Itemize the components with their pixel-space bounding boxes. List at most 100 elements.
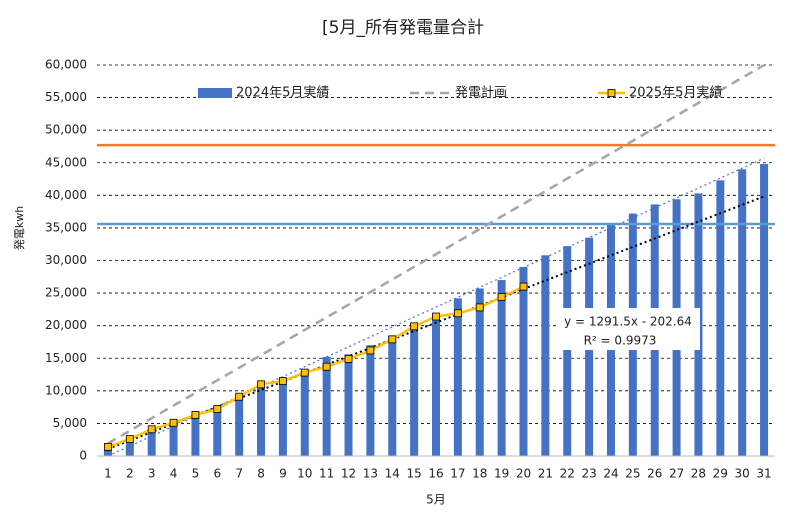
y-tick-label: 15,000	[45, 351, 87, 365]
marker	[235, 392, 244, 401]
bar	[738, 169, 747, 456]
trendline	[107, 195, 765, 450]
x-tick-label: 23	[581, 467, 596, 481]
bar	[213, 407, 222, 456]
y-tick-label: 35,000	[45, 220, 87, 234]
x-axis-label: 5月	[426, 493, 446, 507]
x-tick-label: 13	[363, 467, 378, 481]
x-tick-label: 29	[713, 467, 728, 481]
x-tick-label: 14	[385, 467, 400, 481]
x-tick-label: 1	[104, 467, 112, 481]
bar	[257, 387, 266, 456]
marker	[322, 362, 331, 371]
trendline-r2: R² = 0.9973	[584, 334, 657, 348]
bar	[300, 371, 309, 456]
marker	[410, 322, 419, 331]
x-tick-label: 12	[341, 467, 356, 481]
marker	[213, 405, 222, 413]
x-tick-label: 9	[279, 467, 287, 481]
x-tick-label: 6	[213, 467, 221, 481]
bar	[760, 164, 769, 456]
marker	[344, 355, 353, 363]
bar	[169, 423, 178, 456]
y-axis-label: 発電kwh	[12, 206, 26, 250]
y-tick-label: 10,000	[45, 383, 87, 397]
trendline-label-box	[558, 308, 700, 350]
y-tick-label: 60,000	[45, 58, 87, 72]
legend-swatch	[198, 88, 232, 98]
bar	[103, 449, 112, 456]
y-tick-label: 0	[79, 449, 87, 463]
x-tick-label: 30	[735, 467, 750, 481]
bar	[541, 255, 550, 456]
bar	[497, 280, 506, 456]
x-tick-label: 16	[428, 467, 443, 481]
series-line	[107, 64, 765, 445]
y-tick-label: 20,000	[45, 318, 87, 332]
marker	[104, 442, 112, 451]
legend-marker	[607, 89, 616, 97]
bar	[475, 288, 484, 456]
bar	[191, 414, 200, 456]
marker	[388, 335, 397, 344]
bar	[125, 440, 134, 456]
bar	[410, 323, 419, 456]
y-tick-label: 30,000	[45, 253, 87, 267]
bar	[388, 335, 397, 456]
marker	[125, 435, 134, 443]
bar	[519, 267, 528, 456]
bar	[563, 246, 572, 456]
x-tick-label: 17	[450, 467, 465, 481]
x-tick-label: 11	[319, 467, 334, 481]
marker	[453, 309, 462, 318]
x-tick-label: 22	[560, 467, 575, 481]
x-tick-label: 10	[297, 467, 312, 481]
x-tick-label: 4	[170, 467, 178, 481]
bar	[432, 315, 440, 456]
legend-label: 発電計画	[455, 85, 507, 101]
x-tick-label: 25	[625, 467, 640, 481]
bar	[278, 379, 287, 456]
y-tick-label: 5,000	[53, 416, 87, 430]
x-tick-label: 31	[756, 467, 771, 481]
y-tick-label: 25,000	[45, 286, 87, 300]
x-tick-label: 18	[472, 467, 487, 481]
y-tick-label: 45,000	[45, 155, 87, 169]
marker	[279, 377, 287, 385]
marker	[519, 282, 528, 291]
bar	[235, 397, 244, 456]
y-tick-label: 50,000	[45, 123, 87, 137]
marker	[147, 425, 156, 434]
x-tick-label: 2	[126, 467, 134, 481]
x-tick-label: 20	[516, 467, 531, 481]
y-tick-label: 40,000	[45, 188, 87, 202]
x-tick-label: 19	[494, 467, 509, 481]
legend-label: 2024年5月実績	[236, 85, 329, 101]
bar	[366, 345, 375, 456]
x-tick-label: 8	[257, 467, 265, 481]
x-tick-label: 27	[669, 467, 684, 481]
x-tick-label: 7	[235, 467, 243, 481]
marker	[475, 303, 484, 312]
legend-label: 2025年5月実績	[629, 85, 722, 101]
trendline-equation: y = 1291.5x - 202.64	[564, 315, 692, 329]
marker	[366, 346, 375, 355]
bar	[716, 180, 725, 456]
marker	[497, 293, 506, 301]
bar	[147, 431, 156, 456]
chart-title: [5月_所有発電量合計	[322, 18, 484, 38]
bar	[322, 356, 331, 456]
bar	[453, 298, 462, 456]
x-tick-label: 15	[406, 467, 421, 481]
x-tick-label: 28	[691, 467, 706, 481]
marker	[257, 380, 265, 389]
x-tick-label: 26	[647, 467, 662, 481]
marker	[169, 418, 178, 427]
bar	[344, 354, 353, 456]
x-tick-label: 21	[538, 467, 553, 481]
marker	[191, 411, 200, 419]
marker	[300, 368, 309, 377]
y-tick-label: 55,000	[45, 90, 87, 104]
